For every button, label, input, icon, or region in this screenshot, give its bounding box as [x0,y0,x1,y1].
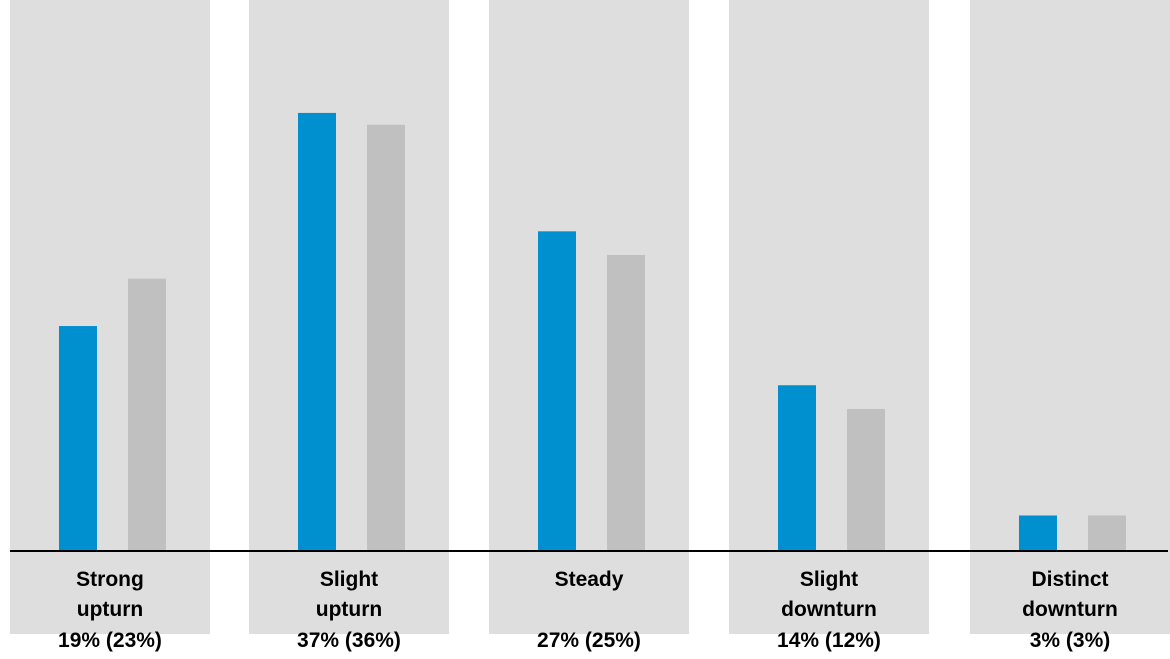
category-label: downturn [1022,598,1118,621]
bar [1088,515,1126,551]
category-label: Strong [76,568,144,591]
bar [778,385,816,551]
category-label: 3% (3%) [1030,629,1111,652]
category-label: 37% (36%) [297,629,401,652]
bar [59,326,97,551]
category-label: Steady [555,568,624,591]
category-label: Slight [320,568,378,591]
category-panel [970,0,1170,634]
bars [59,112,1126,552]
bar [607,255,645,551]
bar [128,278,166,551]
category-label: 19% (23%) [58,629,162,652]
category-label: 14% (12%) [777,629,881,652]
category-label: upturn [316,598,382,621]
category-panels [10,0,1170,634]
category-label: 27% (25%) [537,629,641,652]
category-panel [729,0,929,634]
bar [367,124,405,551]
category-label: Slight [800,568,858,591]
category-label: downturn [781,598,877,621]
category-labels: Strong upturn 19% (23%) Slight upturn 37% (36… [58,568,1118,652]
category-panel [10,0,210,634]
category-label: upturn [77,598,143,621]
category-label: Distinct [1031,568,1108,591]
category-panel [249,0,449,634]
bar [298,112,336,552]
category-panel [489,0,689,634]
bar [847,408,885,551]
bar [538,231,576,551]
bar [1019,515,1057,551]
